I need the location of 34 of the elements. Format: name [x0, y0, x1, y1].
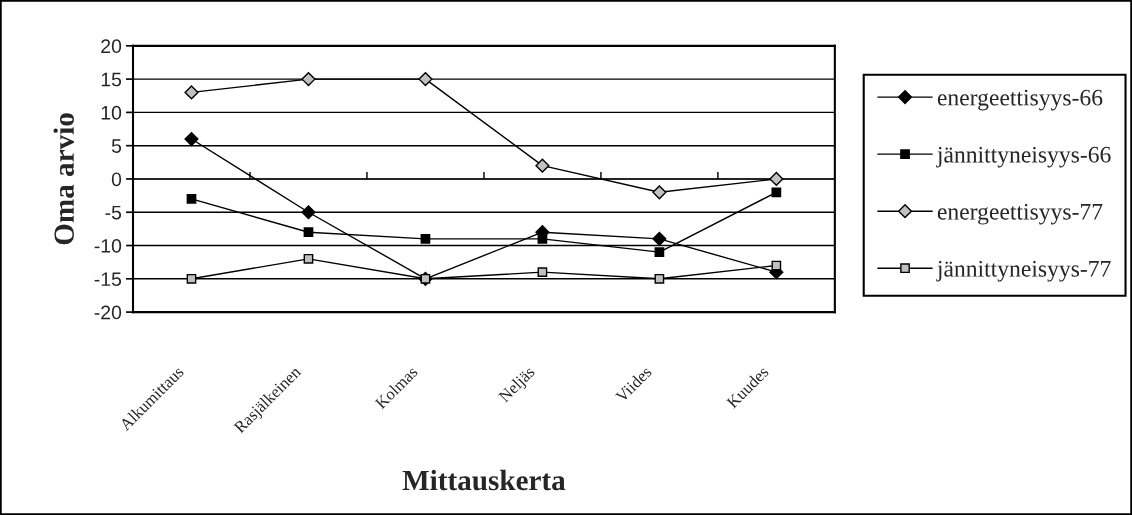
y-tick-label: -10: [94, 238, 122, 253]
legend-label: energeettisyys-66: [937, 89, 1103, 111]
point: [418, 72, 433, 87]
y-tick-label: -5: [105, 205, 122, 220]
y-tick-label: 10: [101, 105, 122, 120]
point: [535, 158, 550, 173]
point: [537, 267, 548, 278]
point: [184, 131, 199, 147]
y-tick-label: 5: [111, 139, 122, 153]
legend-label: jännittyneisyys-77: [936, 260, 1111, 282]
y-tick-label: -20: [94, 305, 122, 320]
x-axis-title: Mittauskerta: [402, 469, 566, 491]
point: [301, 72, 316, 87]
y-tick-label: 0: [111, 172, 122, 187]
point: [654, 273, 665, 284]
legend-label: energeettisyys-77: [937, 203, 1103, 225]
point: [301, 205, 316, 220]
legend-label: jännittyneisyys-66: [936, 146, 1111, 168]
point: [652, 231, 667, 246]
point: [654, 247, 665, 258]
point: [537, 234, 548, 244]
y-axis-title: Oma arvio: [53, 113, 74, 245]
point: [303, 227, 314, 238]
y-tick-label: -15: [94, 272, 122, 287]
y-tick-label: 15: [101, 72, 122, 87]
point: [303, 253, 314, 264]
point: [186, 273, 197, 284]
point: [186, 194, 197, 204]
point: [769, 171, 784, 187]
y-tick-label: 20: [101, 39, 122, 54]
point: [771, 187, 782, 198]
point: [184, 85, 199, 100]
point: [652, 185, 667, 200]
point: [420, 234, 431, 244]
